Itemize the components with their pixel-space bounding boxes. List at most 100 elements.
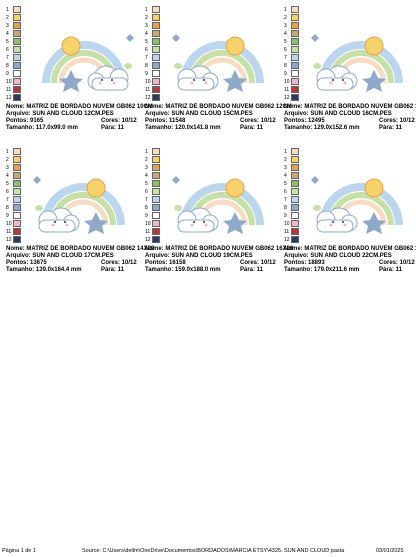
color-swatch: 5 bbox=[284, 180, 302, 188]
color-chip bbox=[13, 38, 21, 45]
color-swatch: 4 bbox=[284, 172, 302, 180]
color-chip bbox=[13, 212, 21, 219]
color-chip bbox=[152, 46, 160, 53]
design-image bbox=[165, 150, 280, 253]
design-card: 1 2 3 4 5 6 7 8 9 10 11 12 Nome: MATRIZ DE BORDADO … bbox=[145, 6, 292, 146]
color-chip bbox=[13, 196, 21, 203]
color-chip bbox=[291, 54, 299, 61]
color-number: 3 bbox=[6, 23, 9, 29]
color-chip bbox=[13, 148, 21, 155]
color-swatch: 1 bbox=[145, 148, 163, 156]
color-number: 7 bbox=[284, 55, 287, 61]
color-number: 1 bbox=[6, 7, 9, 13]
color-swatch: 3 bbox=[6, 164, 24, 172]
color-number: 4 bbox=[6, 173, 9, 179]
color-chip bbox=[152, 156, 160, 163]
design-size: Tamanho: 179.0x211.6 mm bbox=[284, 267, 360, 273]
color-number: 11 bbox=[145, 229, 151, 235]
color-chip bbox=[291, 46, 299, 53]
color-count: Cores: 10/12 bbox=[379, 260, 415, 266]
color-number: 4 bbox=[145, 31, 148, 37]
color-swatch: 6 bbox=[6, 188, 24, 196]
color-number: 6 bbox=[6, 47, 9, 53]
color-chip bbox=[13, 188, 21, 195]
color-number: 8 bbox=[284, 205, 287, 211]
color-number: 12 bbox=[284, 237, 290, 243]
print-date: 03/01/2025 bbox=[376, 548, 404, 554]
stitch-count: Pontos: 18893 bbox=[284, 260, 325, 266]
color-number: 7 bbox=[6, 55, 9, 61]
color-chip bbox=[152, 78, 160, 85]
color-swatch: 11 bbox=[284, 86, 302, 94]
color-chip bbox=[291, 70, 299, 77]
color-chip bbox=[152, 54, 160, 61]
color-chip bbox=[291, 94, 299, 101]
color-swatch: 1 bbox=[6, 148, 24, 156]
color-number: 5 bbox=[6, 181, 9, 187]
color-swatch: 2 bbox=[145, 156, 163, 164]
color-chip bbox=[152, 220, 160, 227]
color-swatch: 9 bbox=[145, 70, 163, 78]
stitch-count: Pontos: 9165 bbox=[6, 118, 44, 124]
color-chip bbox=[152, 212, 160, 219]
color-swatch: 4 bbox=[284, 30, 302, 38]
design-name: Nome: MATRIZ DE BORDADO NUVEM GB062 13CM bbox=[284, 104, 416, 110]
color-number: 12 bbox=[145, 95, 151, 101]
color-chip bbox=[291, 204, 299, 211]
design-preview bbox=[172, 176, 264, 234]
color-swatch: 7 bbox=[284, 54, 302, 62]
color-number: 8 bbox=[6, 63, 9, 69]
design-size: Tamanho: 120.0x141.8 mm bbox=[145, 125, 221, 131]
color-number: 9 bbox=[284, 213, 287, 219]
design-image bbox=[26, 150, 141, 253]
color-number: 5 bbox=[284, 181, 287, 187]
color-swatch: 11 bbox=[6, 86, 24, 94]
design-size: Tamanho: 139.0x164.4 mm bbox=[6, 267, 82, 273]
color-chip bbox=[291, 156, 299, 163]
color-swatch: 11 bbox=[145, 228, 163, 236]
stop-count: Pára: 11 bbox=[101, 125, 125, 131]
color-swatch: 2 bbox=[6, 14, 24, 22]
color-number: 2 bbox=[284, 15, 287, 21]
color-chip bbox=[152, 30, 160, 37]
color-swatch: 1 bbox=[284, 148, 302, 156]
color-chip bbox=[152, 86, 160, 93]
color-number: 3 bbox=[145, 165, 148, 171]
color-chip bbox=[152, 236, 160, 243]
color-number: 10 bbox=[284, 79, 290, 85]
color-chip bbox=[152, 204, 160, 211]
color-swatch: 9 bbox=[6, 212, 24, 220]
stitch-count: Pontos: 12495 bbox=[284, 118, 325, 124]
color-count: Cores: 10/12 bbox=[379, 118, 415, 124]
color-chip bbox=[152, 188, 160, 195]
design-card: 1 2 3 4 5 6 7 8 9 10 11 12 Nome: MATRIZ DE BORDADO … bbox=[284, 148, 416, 288]
color-number: 1 bbox=[6, 149, 9, 155]
color-chip bbox=[13, 14, 21, 21]
color-chip bbox=[291, 188, 299, 195]
design-name: Nome: MATRIZ DE BORDADO NUVEM GB062 18X3… bbox=[284, 246, 416, 252]
color-chip bbox=[291, 78, 299, 85]
color-chip bbox=[291, 220, 299, 227]
color-swatch: 1 bbox=[6, 6, 24, 14]
color-swatch: 5 bbox=[145, 180, 163, 188]
color-swatch: 8 bbox=[6, 62, 24, 70]
color-chip bbox=[291, 6, 299, 13]
color-number: 5 bbox=[284, 39, 287, 45]
design-size: Tamanho: 129.0x152.6 mm bbox=[284, 125, 360, 131]
color-number: 6 bbox=[284, 47, 287, 53]
design-preview bbox=[33, 176, 125, 234]
color-chip bbox=[291, 196, 299, 203]
color-number: 7 bbox=[6, 197, 9, 203]
design-preview bbox=[42, 34, 134, 92]
color-number: 12 bbox=[6, 237, 12, 243]
color-number: 5 bbox=[145, 39, 148, 45]
color-swatch: 12 bbox=[6, 94, 24, 102]
design-name: Nome: MATRIZ DE BORDADO NUVEM GB062 14X2… bbox=[6, 246, 155, 252]
color-number: 12 bbox=[6, 95, 12, 101]
color-number: 11 bbox=[6, 229, 12, 235]
color-number: 2 bbox=[6, 15, 9, 21]
color-swatch: 12 bbox=[284, 94, 302, 102]
stitch-count: Pontos: 13675 bbox=[6, 260, 47, 266]
color-chip bbox=[13, 6, 21, 13]
color-number: 11 bbox=[284, 87, 290, 93]
